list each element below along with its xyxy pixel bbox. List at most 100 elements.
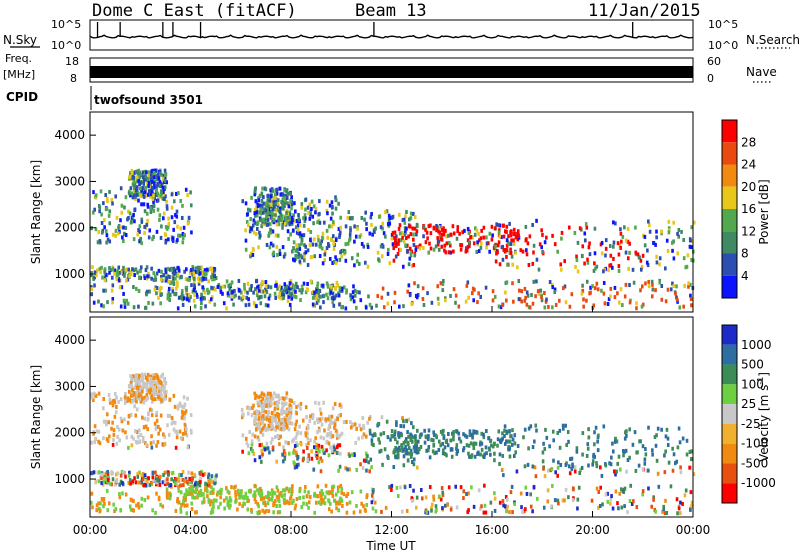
echo-cell (443, 503, 447, 508)
echo-cell (198, 271, 201, 276)
echo-cell (254, 427, 258, 432)
echo-cell (287, 441, 290, 446)
echo-cell (350, 490, 354, 495)
echo-cell (390, 433, 394, 438)
echo-cell (165, 204, 169, 209)
echo-cell (442, 278, 445, 283)
echo-cell (556, 249, 559, 254)
echo-cell (264, 415, 267, 420)
echo-cell (312, 204, 316, 209)
echo-cell (217, 490, 221, 495)
echo-cell (206, 494, 209, 499)
echo-cell (266, 204, 270, 209)
echo-cell (98, 239, 102, 244)
echo-cell (282, 459, 285, 464)
echo-cell (501, 453, 505, 458)
echo-cell (629, 483, 633, 488)
echo-cell (159, 474, 162, 479)
echo-cell (502, 503, 505, 508)
echo-cell (120, 285, 124, 290)
echo-cell (148, 173, 151, 178)
freq-label: Freq. (5, 52, 32, 65)
echo-cell (656, 426, 660, 431)
echo-cell (521, 510, 524, 515)
echo-cell (322, 300, 325, 305)
echo-cell (346, 491, 350, 496)
echo-cell (187, 215, 191, 220)
echo-cell (337, 201, 340, 206)
echo-cell (148, 390, 152, 395)
echo-cell (193, 276, 196, 281)
echo-cell (158, 213, 162, 218)
echo-cell (207, 279, 210, 284)
echo-cell (560, 267, 563, 272)
echo-cell (320, 493, 323, 498)
echo-cell (444, 228, 447, 233)
echo-cell (207, 483, 211, 488)
echo-cell (386, 456, 390, 461)
echo-cell (146, 427, 149, 432)
echo-cell (115, 395, 118, 400)
echo-cell (316, 430, 319, 435)
echo-cell (231, 294, 234, 299)
echo-cell (130, 176, 133, 181)
echo-cell (132, 179, 136, 184)
echo-cell (361, 435, 364, 440)
echo-cell (363, 260, 367, 265)
echo-cell (137, 198, 140, 203)
echo-cell (280, 292, 284, 297)
echo-cell (193, 304, 197, 309)
echo-cell (273, 408, 276, 413)
echo-cell (457, 304, 461, 309)
echo-cell (482, 432, 485, 437)
echo-cell (567, 225, 571, 230)
echo-cell (333, 498, 337, 503)
echo-cell (234, 493, 237, 498)
echo-cell (152, 193, 155, 198)
echo-cell (380, 509, 383, 514)
echo-cell (155, 375, 159, 380)
echo-cell (388, 216, 392, 221)
echo-cell (328, 423, 331, 428)
nsky-tick-bottom: 10^0 (51, 39, 81, 52)
echo-cell (326, 296, 330, 301)
echo-cell (527, 426, 531, 431)
echo-cell (171, 270, 175, 275)
echo-cell (497, 240, 501, 245)
echo-cell (430, 508, 433, 513)
echo-cell (491, 298, 495, 303)
echo-cell (675, 284, 678, 289)
echo-cell (284, 401, 288, 406)
echo-cell (352, 510, 356, 515)
echo-cell (132, 397, 136, 402)
echo-cell (424, 495, 428, 500)
echo-cell (443, 248, 446, 253)
echo-cell (532, 243, 536, 248)
echo-cell (499, 438, 502, 443)
echo-cell (135, 503, 138, 508)
echo-cell (551, 285, 555, 290)
echo-cell (366, 454, 369, 459)
echo-cell (540, 228, 543, 233)
echo-cell (93, 424, 97, 429)
echo-cell (177, 488, 181, 493)
echo-cell (338, 288, 342, 293)
echo-cell (244, 491, 248, 496)
echo-cell (396, 452, 400, 457)
echo-cell (106, 469, 110, 474)
echo-cell (145, 442, 148, 447)
echo-cell (283, 488, 287, 493)
echo-cell (671, 281, 674, 286)
y-tick-label: 2000 (54, 221, 85, 235)
echo-cell (368, 231, 372, 236)
echo-cell (334, 428, 338, 433)
echo-cell (509, 233, 513, 238)
echo-cell (118, 285, 122, 290)
echo-cell (136, 374, 139, 379)
echo-cell (592, 268, 596, 273)
echo-cell (177, 295, 181, 300)
echo-cell (658, 256, 662, 261)
echo-cell (139, 394, 143, 399)
echo-cell (328, 256, 332, 261)
echo-cell (472, 241, 476, 246)
